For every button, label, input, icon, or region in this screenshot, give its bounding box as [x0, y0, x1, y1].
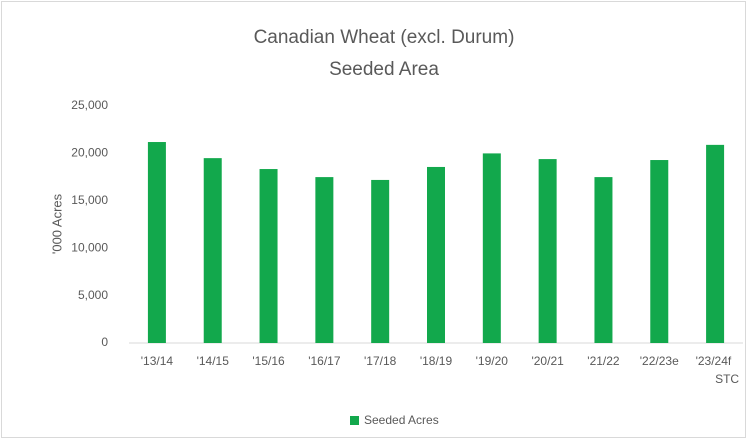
chart-title: Canadian Wheat (excl. Durum): [254, 27, 515, 48]
bar: [147, 142, 166, 343]
bar: [427, 166, 445, 343]
bar: [650, 160, 669, 343]
x-tick-label: '14/15: [197, 354, 230, 368]
y-tick-label: 20,000: [71, 146, 108, 160]
x-tick-label: '16/17: [308, 354, 341, 368]
bar: [371, 179, 390, 343]
x-tick-label: '18/19: [420, 354, 453, 368]
y-tick-label: 25,000: [71, 98, 108, 112]
x-tick-label: '15/16: [252, 354, 285, 368]
bar: [259, 169, 278, 343]
y-tick-label: 15,000: [71, 193, 108, 207]
y-tick-label: 0: [101, 335, 108, 349]
chart-subtitle: Seeded Area: [329, 59, 439, 80]
y-axis-label: '000 Acres: [49, 193, 64, 254]
bar: [482, 153, 501, 343]
x-tick-label: '20/21: [531, 354, 564, 368]
bar: [706, 144, 725, 343]
x-tick-label: '22/23e: [640, 354, 679, 368]
bar: [203, 158, 222, 343]
x-tick-label: '23/24f STC: [696, 354, 740, 386]
bar: [315, 177, 334, 343]
bar: [538, 159, 557, 343]
x-tick-label: '19/20: [476, 354, 509, 368]
x-tick-label: '21/22: [587, 354, 620, 368]
legend-swatch: [350, 416, 359, 425]
legend-label: Seeded Acres: [364, 413, 439, 427]
x-tick-label: '17/18: [364, 354, 397, 368]
y-tick-label: 10,000: [71, 240, 108, 254]
y-tick-label: 5,000: [78, 288, 108, 302]
x-tick-label: '13/14: [141, 354, 174, 368]
bar: [594, 177, 613, 343]
